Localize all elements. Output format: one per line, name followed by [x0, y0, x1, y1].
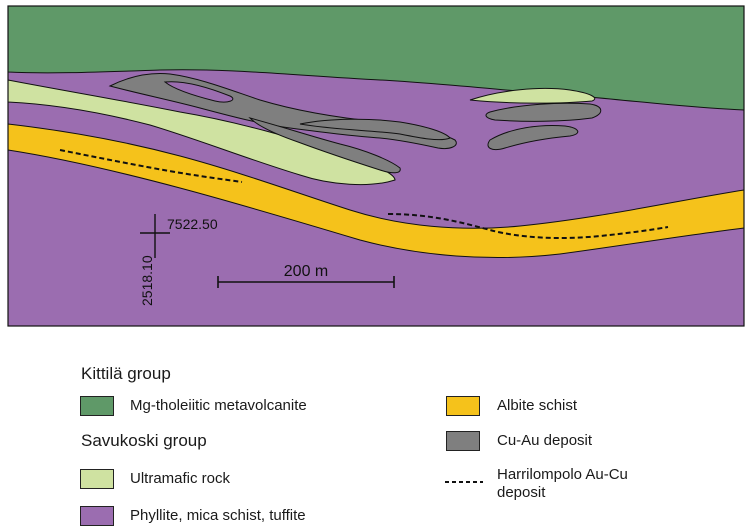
- ultramafic-lens: [469, 87, 596, 104]
- cu-au-stringer-inner: [163, 81, 234, 103]
- legend-label-harrilompolo-1: Harrilompolo Au-Cu: [497, 466, 628, 483]
- cu-au-stringer-3: [299, 118, 451, 141]
- mg-tholeiitic-area: [7, 5, 745, 111]
- legend-swatch-cu-au: [446, 431, 480, 451]
- legend-dashed-line-symbol: [445, 481, 483, 483]
- legend-savukoski-group-title: Savukoski group: [81, 431, 207, 450]
- legend-label-mg-tholeiitic: Mg-tholeiitic metavolcanite: [130, 397, 307, 414]
- legend-swatch-phyllite: [80, 506, 114, 526]
- cu-au-stringer-2: [248, 117, 401, 174]
- legend-label-harrilompolo-2: deposit: [497, 484, 546, 501]
- coordinate-y-label: 2518.10: [139, 255, 155, 306]
- coordinate-x-label: 7522.50: [167, 216, 218, 232]
- harrilompolo-line-east: [387, 213, 669, 239]
- legend-kittila-group-title: Kittilä group: [81, 364, 171, 383]
- legend-swatch-albite: [446, 396, 480, 416]
- legend-label-ultramafic: Ultramafic rock: [130, 470, 231, 487]
- map-frame: [7, 5, 745, 327]
- cu-au-deposit-right-1: [485, 102, 602, 122]
- legend-label-cu-au: Cu-Au deposit: [497, 432, 593, 449]
- scale-bar-label: 200 m: [284, 263, 328, 280]
- legend-swatch-mg-tholeiitic: [80, 396, 114, 416]
- legend-label-phyllite: Phyllite, mica schist, tuffite: [130, 507, 306, 524]
- ultramafic-band: [7, 79, 396, 186]
- legend-swatch-ultramafic: [80, 469, 114, 489]
- geological-map: 7522.50 2518.10 200 m: [7, 5, 745, 327]
- legend-label-albite: Albite schist: [497, 397, 578, 414]
- harrilompolo-line-west: [59, 149, 243, 183]
- cu-au-deposit-right-2: [487, 125, 579, 151]
